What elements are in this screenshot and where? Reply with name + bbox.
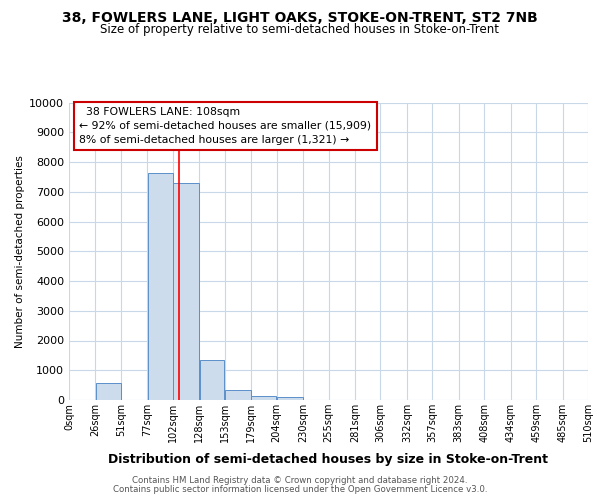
Bar — [251, 396, 277, 400]
Bar — [277, 396, 303, 400]
Text: Contains public sector information licensed under the Open Government Licence v3: Contains public sector information licen… — [113, 485, 487, 494]
Bar — [200, 360, 224, 400]
Bar — [148, 174, 173, 400]
Bar — [225, 390, 251, 400]
X-axis label: Distribution of semi-detached houses by size in Stoke-on-Trent: Distribution of semi-detached houses by … — [109, 454, 548, 466]
Text: Contains HM Land Registry data © Crown copyright and database right 2024.: Contains HM Land Registry data © Crown c… — [132, 476, 468, 485]
Y-axis label: Number of semi-detached properties: Number of semi-detached properties — [15, 155, 25, 348]
Text: 38, FOWLERS LANE, LIGHT OAKS, STOKE-ON-TRENT, ST2 7NB: 38, FOWLERS LANE, LIGHT OAKS, STOKE-ON-T… — [62, 11, 538, 25]
Text: 38 FOWLERS LANE: 108sqm
← 92% of semi-detached houses are smaller (15,909)
8% of: 38 FOWLERS LANE: 108sqm ← 92% of semi-de… — [79, 107, 371, 145]
Bar — [173, 184, 199, 400]
Bar — [96, 384, 121, 400]
Text: Size of property relative to semi-detached houses in Stoke-on-Trent: Size of property relative to semi-detach… — [101, 22, 499, 36]
